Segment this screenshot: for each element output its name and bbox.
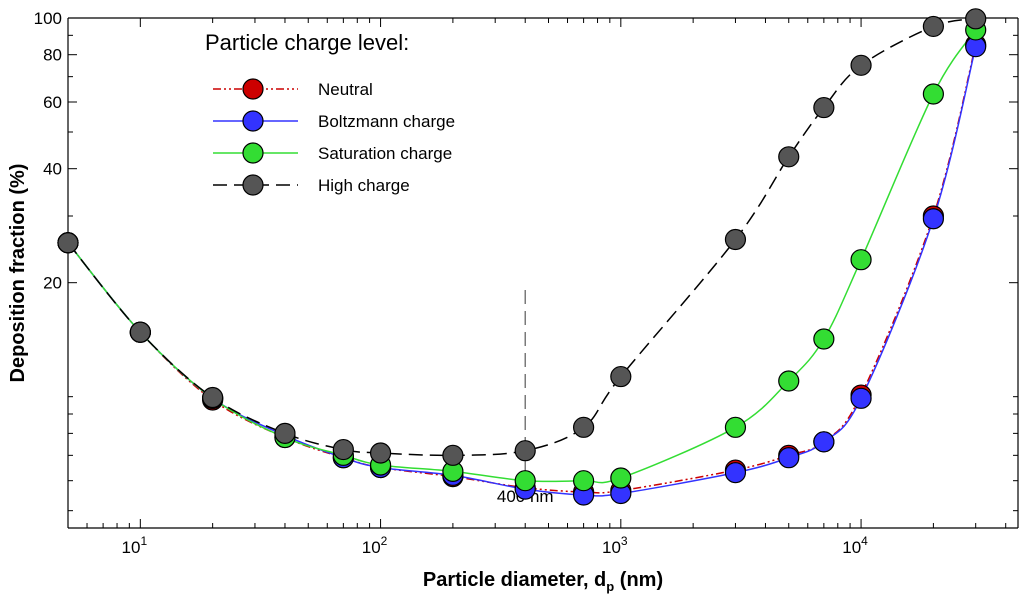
series-point xyxy=(573,416,595,438)
series-point xyxy=(274,422,296,444)
series-point xyxy=(129,321,151,343)
legend-title: Particle charge level: xyxy=(205,30,409,55)
series-point xyxy=(922,15,944,38)
series-point xyxy=(724,462,747,484)
series-points xyxy=(57,8,987,506)
series-point xyxy=(57,232,79,254)
series-point xyxy=(514,470,536,492)
series-point xyxy=(850,249,872,271)
series-point xyxy=(965,8,987,30)
legend-label: Saturation charge xyxy=(318,144,452,163)
series-point xyxy=(369,442,392,464)
series-point xyxy=(610,467,632,489)
legend-marker xyxy=(242,174,264,196)
legend-label: Boltzmann charge xyxy=(318,112,455,131)
x-tick-label: 103 xyxy=(602,534,628,557)
series-point xyxy=(813,328,835,350)
series-point xyxy=(573,470,595,492)
series-line-3 xyxy=(67,18,976,457)
y-tick-label: 60 xyxy=(43,93,62,112)
series-point xyxy=(850,387,872,409)
legend-label: High charge xyxy=(318,176,410,195)
series-point xyxy=(778,146,800,168)
x-tick-label: 104 xyxy=(842,534,868,557)
legend-marker xyxy=(242,78,264,100)
x-tick-label: 101 xyxy=(122,534,148,557)
y-tick-label: 40 xyxy=(43,160,62,179)
series-point xyxy=(850,54,872,76)
series-point xyxy=(813,431,835,453)
series-point xyxy=(202,386,224,409)
series-lines xyxy=(67,18,977,497)
legend-label: Neutral xyxy=(318,80,373,99)
legend-marker xyxy=(242,110,264,132)
legend-marker xyxy=(242,142,264,164)
series-point xyxy=(724,416,747,438)
series-point xyxy=(332,438,354,461)
y-tick-label: 20 xyxy=(43,274,62,293)
y-tick-label: 80 xyxy=(43,46,62,65)
series-point xyxy=(778,370,800,392)
series-point xyxy=(778,447,800,469)
y-axis-title: Deposition fraction (%) xyxy=(7,164,29,383)
series-point xyxy=(922,83,944,105)
series-point xyxy=(724,228,747,251)
legend: Particle charge level: Neutral Boltzmann c… xyxy=(205,30,455,196)
series-point xyxy=(922,208,944,230)
series-point xyxy=(514,440,536,462)
series-line-2 xyxy=(67,29,977,484)
x-tick-label: 102 xyxy=(362,534,388,557)
y-tick-label: 100 xyxy=(34,9,62,28)
x-axis-title: Particle diameter, dp (nm) xyxy=(423,569,663,594)
series-point xyxy=(610,365,632,388)
axis-ticks: 101 102 103 104 20 40 60 80 100 xyxy=(34,9,1018,557)
series-point xyxy=(813,96,835,119)
plot-frame xyxy=(67,17,1019,529)
series-line-0 xyxy=(67,44,977,494)
series-point xyxy=(442,444,464,466)
